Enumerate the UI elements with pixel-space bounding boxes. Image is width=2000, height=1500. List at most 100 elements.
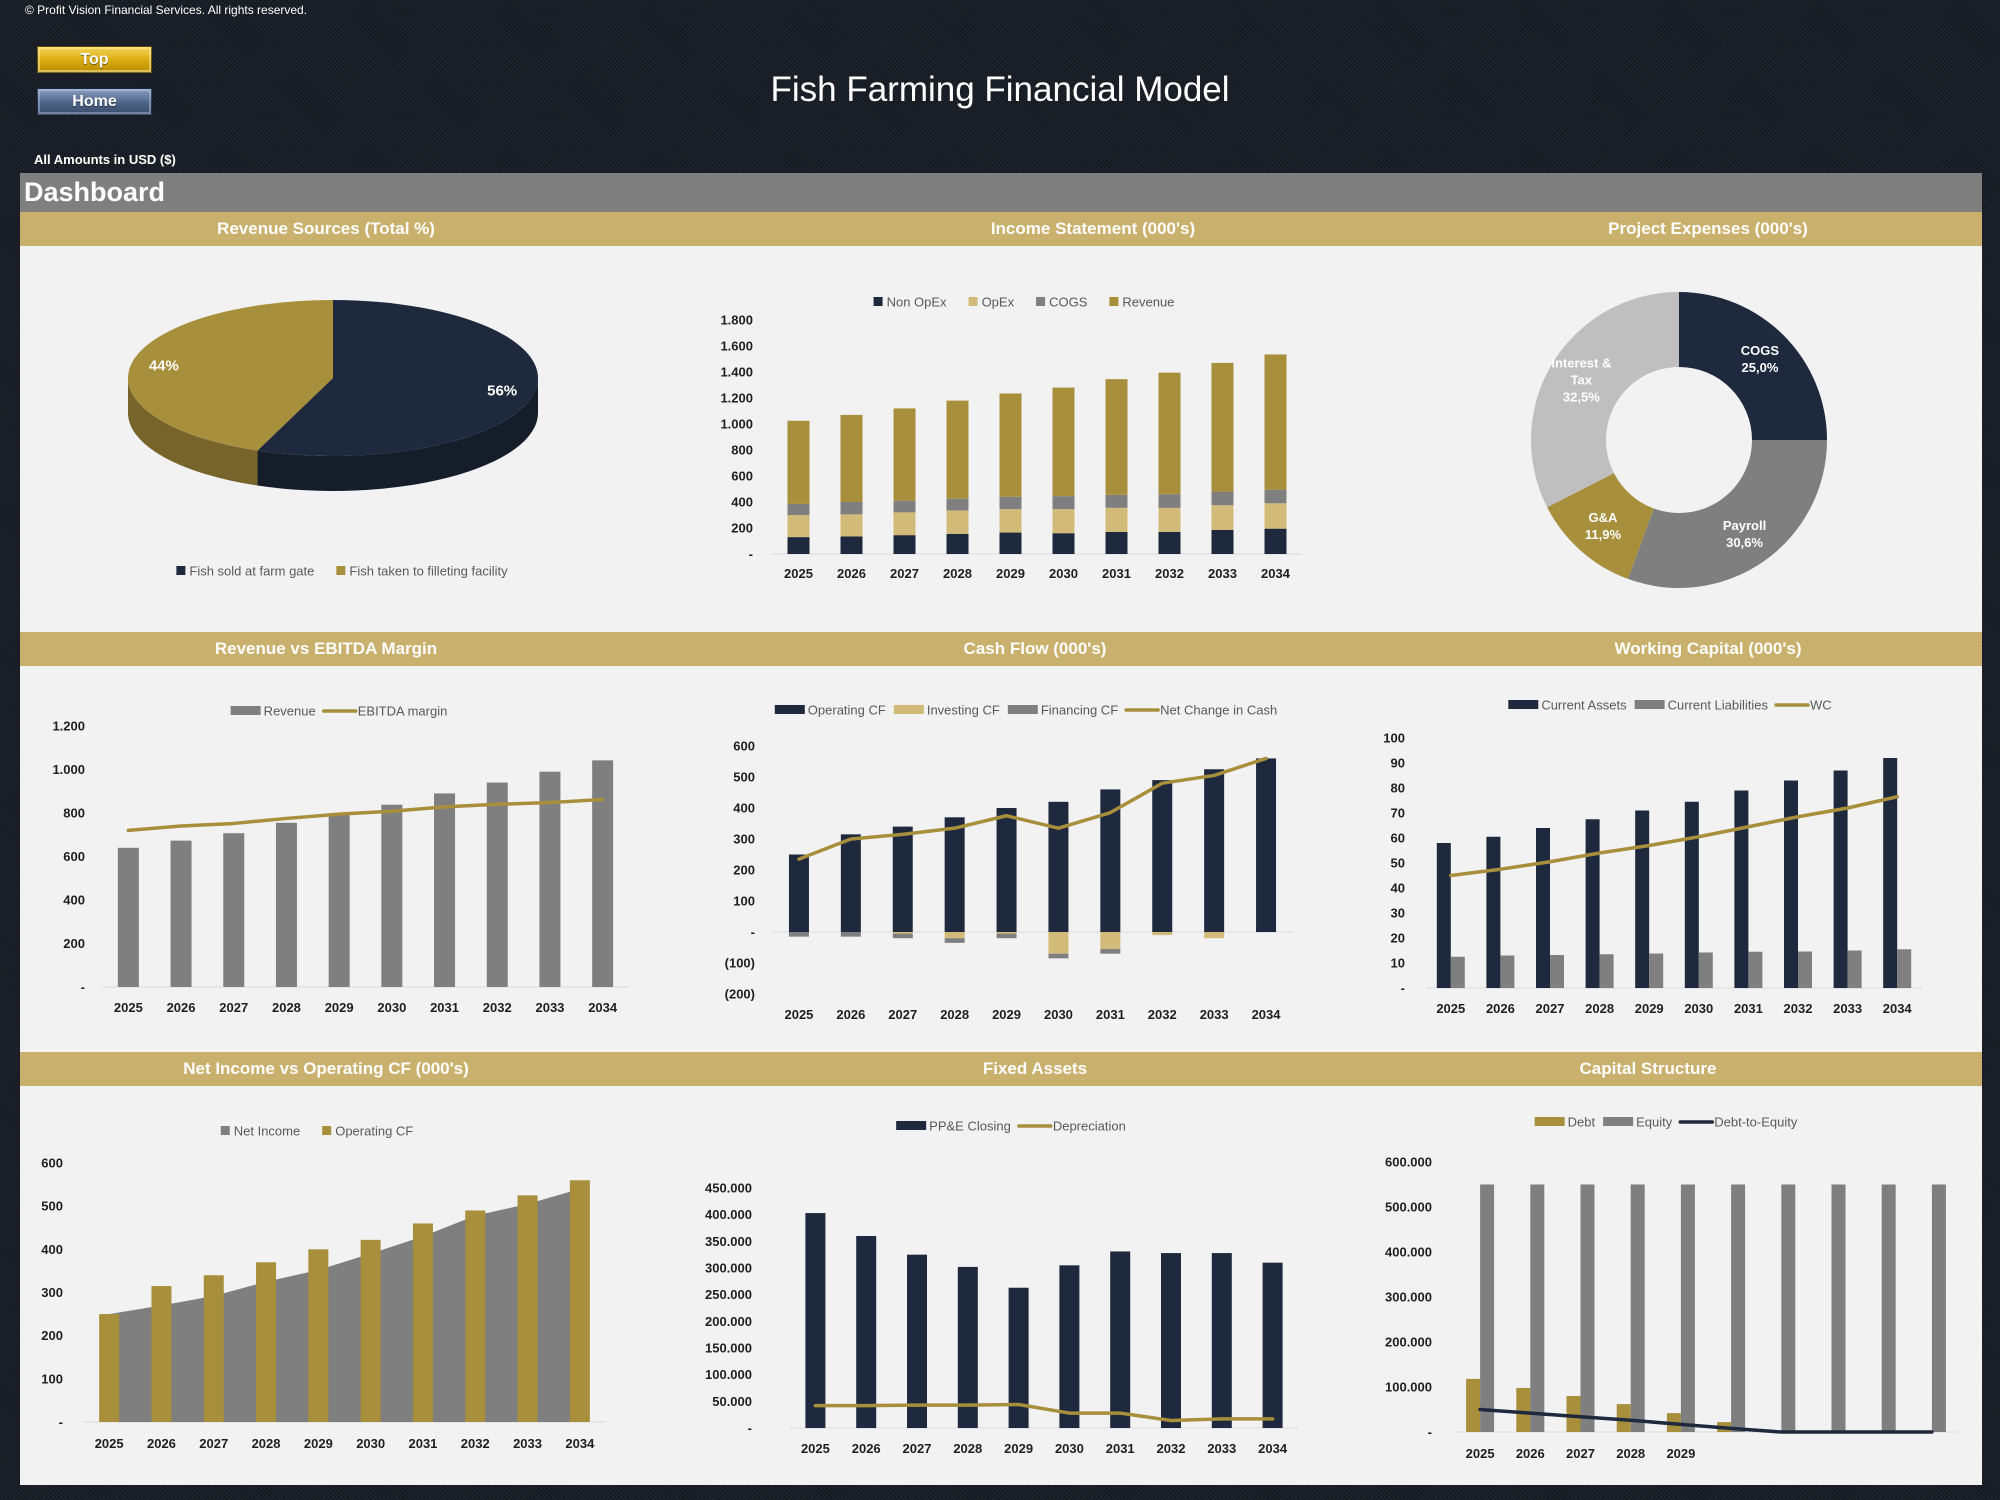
- x-tick-label: 2026: [836, 1007, 865, 1022]
- x-tick-label: 2025: [801, 1441, 830, 1456]
- x-tick-label: 2027: [199, 1436, 228, 1451]
- y-tick-label: 80: [1391, 781, 1405, 796]
- bar-pp-e-closing: [805, 1213, 826, 1428]
- x-tick-label: 2025: [114, 1000, 143, 1015]
- y-tick-label: (100): [725, 956, 755, 971]
- donut-label-value: 30,6%: [1726, 534, 1763, 550]
- bar-operating-cf: [412, 1223, 433, 1422]
- bar-debt: [1566, 1396, 1581, 1432]
- top-button[interactable]: Top: [37, 46, 152, 73]
- y-tick-label: 50.000: [712, 1394, 752, 1409]
- bar-revenue: [840, 414, 863, 502]
- dashboard-heading: Dashboard: [20, 173, 1982, 212]
- y-tick-label: 300.000: [705, 1261, 752, 1276]
- y-tick-label: -: [751, 925, 755, 940]
- line-depreciation: [813, 1402, 1275, 1423]
- donut-label-name: Interest & Tax: [1551, 355, 1612, 388]
- bar-current-liabilities: [1897, 949, 1912, 988]
- bar-current-assets: [1833, 770, 1848, 988]
- income-statement-panel: - 200 400 600 800 1.000 1.200 1.400 1.600 1.800 20…: [660, 246, 1370, 632]
- x-tick-label: 2025: [95, 1436, 124, 1451]
- x-tick-label: 2034: [1261, 566, 1291, 581]
- pie-side-fish-sold-at-farm-gate: [257, 378, 538, 491]
- bar-revenue: [434, 793, 456, 987]
- legend-swatch-revenue: [1109, 297, 1119, 306]
- bar-financing-cf: [892, 933, 913, 939]
- donut-label-name: COGS: [1740, 343, 1780, 359]
- y-tick-label: 100: [41, 1371, 63, 1386]
- bar-financing-cf: [788, 932, 809, 937]
- bar-investing-cf: [1152, 932, 1173, 936]
- x-tick-label: 2034: [588, 1000, 618, 1015]
- y-tick-label: 400.000: [1385, 1245, 1432, 1260]
- donut-label-name: G&A: [1588, 509, 1618, 525]
- chart-legend: Debt Equity Debt-to-Equity: [1534, 1115, 1798, 1130]
- x-tick-label: 2025: [784, 566, 813, 581]
- bar-operating-cf: [1100, 789, 1121, 932]
- x-tick-label: 2032: [1784, 1001, 1813, 1016]
- y-tick-label: 1.200: [720, 391, 753, 406]
- bar-opex: [999, 509, 1022, 533]
- x-tick-label: 2031: [430, 1000, 459, 1015]
- bar-current-liabilities: [1748, 951, 1763, 988]
- donut-data-label: Interest & Tax 32,5%: [1544, 355, 1618, 406]
- chart-title-working-capital: Working Capital (000's): [1614, 639, 1802, 658]
- bar-revenue: [1158, 372, 1181, 495]
- bar-cogs: [1158, 494, 1181, 508]
- x-tick-label: 2034: [1883, 1001, 1913, 1016]
- legend-label: Financing CF: [1041, 703, 1118, 718]
- cash-flow-chart: (200) (100) - 100 200 300 400 500 600 2025 2026 202…: [725, 703, 1292, 1022]
- bar-pp-e-closing: [1211, 1253, 1232, 1428]
- bar-investing-cf: [996, 932, 1017, 934]
- x-tick-label: 2026: [837, 566, 866, 581]
- bar-operating-cf: [1048, 801, 1069, 932]
- legend-label: Current Assets: [1541, 698, 1627, 713]
- line-debt-to-equity: [1478, 1407, 1934, 1434]
- bar-pp-e-closing: [1262, 1262, 1283, 1428]
- bar-investing-cf: [892, 932, 913, 934]
- bar-non-opex: [1052, 533, 1075, 554]
- y-tick-label: 600: [63, 849, 85, 864]
- y-tick-label: 200.000: [1385, 1335, 1432, 1350]
- y-tick-label: 1.200: [52, 719, 85, 734]
- legend-label: WC: [1810, 698, 1832, 713]
- x-tick-label: 2030: [1055, 1441, 1084, 1456]
- line-net-change-in-cash: [797, 756, 1268, 861]
- line-ebitda-margin: [126, 797, 605, 833]
- bar-operating-cf: [892, 826, 913, 932]
- bar-current-liabilities: [1798, 951, 1812, 988]
- bar-non-opex: [1158, 531, 1181, 554]
- bar-equity: [1480, 1184, 1495, 1432]
- bar-operating-cf: [99, 1314, 120, 1422]
- y-tick-label: 100.000: [1385, 1380, 1432, 1395]
- bar-revenue: [170, 840, 192, 987]
- bar-current-assets: [1635, 810, 1650, 988]
- working-capital-panel: -10 20 30 40 50 60 70 80 90 100 2025 2026 2027 2028 20…: [1370, 666, 1982, 1052]
- home-button[interactable]: Home: [37, 88, 152, 115]
- x-tick-label: 2028: [1616, 1446, 1645, 1461]
- x-tick-label: 2026: [1516, 1446, 1545, 1461]
- x-tick-label: 2029: [304, 1436, 333, 1451]
- y-tick-label: 30: [1391, 906, 1405, 921]
- line-wc: [1449, 795, 1899, 878]
- ni-ocf-chart: - 100 200 300 400 500 600 2025 2026 2027 2028 2029 2…: [41, 1124, 606, 1451]
- chart-legend: Operating CF Investing CF Financing CF Net …: [774, 703, 1277, 718]
- bar-cogs: [999, 496, 1022, 510]
- bar-revenue: [117, 847, 139, 987]
- x-tick-label: 2026: [1486, 1001, 1515, 1016]
- bar-cogs: [1052, 496, 1075, 510]
- donut-label-value: 11,9%: [1584, 526, 1622, 542]
- bar-revenue: [275, 822, 297, 987]
- bar-operating-cf: [308, 1249, 329, 1422]
- bar-operating-cf: [1204, 769, 1225, 932]
- bar-operating-cf: [788, 854, 809, 932]
- bar-current-assets: [1486, 836, 1501, 988]
- bar-current-liabilities: [1450, 956, 1465, 988]
- bar-investing-cf: [944, 932, 965, 939]
- chart-legend: Net Income Operating CF: [220, 1124, 413, 1139]
- bar-equity: [1680, 1184, 1695, 1432]
- bar-operating-cf: [569, 1180, 590, 1422]
- bar-opex: [1158, 507, 1181, 532]
- donut-slice-g-a: [1547, 473, 1654, 579]
- x-tick-label: 2033: [1208, 566, 1237, 581]
